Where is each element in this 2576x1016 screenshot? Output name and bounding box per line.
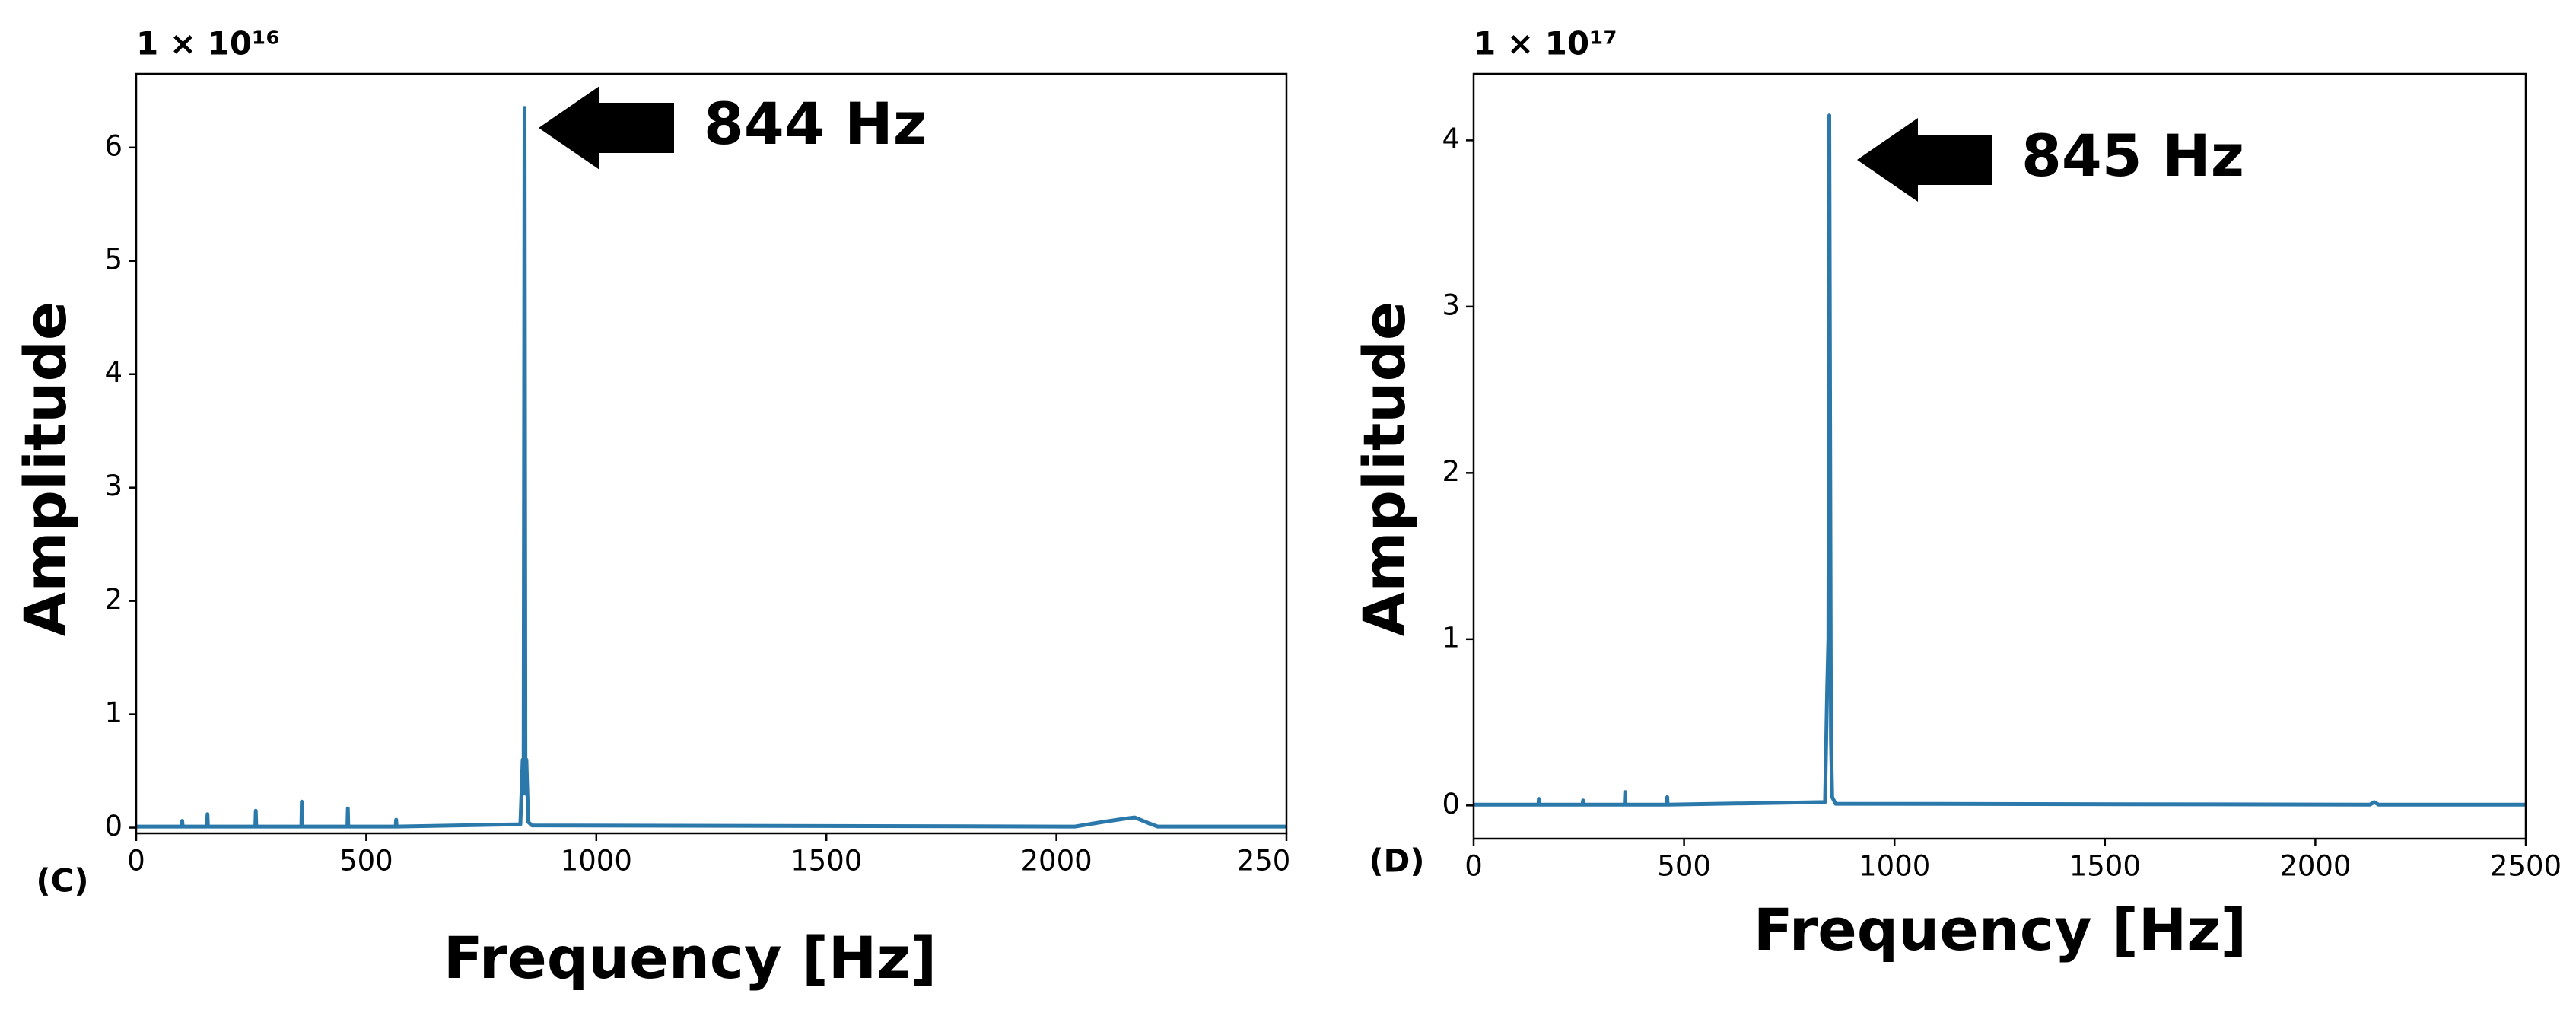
x-axis-label: Frequency [Hz]	[444, 924, 937, 992]
y-tick-label: 2	[1442, 455, 1460, 488]
y-tick-label: 4	[1442, 123, 1460, 155]
y-tick-label: 3	[1442, 288, 1460, 321]
y-multiplier: 1 × 10¹⁶	[136, 25, 280, 62]
axes-frame	[135, 72, 1288, 835]
x-tick-label: 1500	[790, 845, 862, 877]
y-tick-label: 5	[104, 243, 122, 275]
y-tick-label: 1	[104, 696, 122, 729]
x-tick-label: 0	[1465, 850, 1483, 883]
panel-label: (C)	[36, 862, 88, 900]
y-tick-label: 2	[104, 583, 122, 616]
x-tick-label: 2000	[2279, 850, 2351, 883]
x-tick-label: 2500	[2490, 850, 2562, 883]
x-axis-label: Frequency [Hz]	[1754, 896, 2247, 963]
peak-annotation: 844 Hz	[704, 90, 927, 158]
y-tick-label: 4	[104, 356, 122, 389]
y-axis-label: Amplitude	[1350, 301, 1418, 637]
x-tick-label: 0	[127, 845, 145, 877]
x-tick-label: 250	[1237, 845, 1291, 877]
x-tick-label: 500	[1657, 850, 1711, 883]
y-tick-label: 6	[104, 129, 122, 162]
y-tick-label: 1	[1442, 621, 1460, 654]
x-tick-label: 1000	[1859, 850, 1930, 883]
y-axis-label: Amplitude	[11, 301, 79, 637]
x-tick-label: 1000	[561, 845, 632, 877]
arrow	[539, 86, 674, 170]
x-tick-label: 500	[339, 845, 393, 877]
y-tick-label: 0	[104, 810, 122, 842]
spectrum-line	[1474, 113, 2526, 807]
panel-label: (D)	[1369, 842, 1424, 880]
x-tick-label: 2000	[1021, 845, 1092, 877]
axes-frame	[1472, 72, 2527, 840]
y-tick-label: 0	[1442, 788, 1460, 820]
peak-annotation: 845 Hz	[2021, 122, 2244, 190]
plot-area	[1474, 113, 2526, 807]
x-tick-label: 1500	[2069, 850, 2141, 883]
arrow	[1857, 118, 1992, 202]
y-multiplier: 1 × 10¹⁷	[1474, 25, 1617, 62]
y-tick-label: 3	[104, 470, 122, 502]
spectrum-line	[136, 106, 1286, 829]
plot-area	[136, 106, 1286, 829]
